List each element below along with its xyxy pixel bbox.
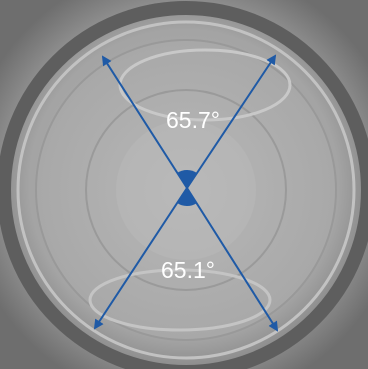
angle-label: 65.1° (161, 257, 215, 283)
angle-label: 65.7° (166, 107, 220, 133)
angle-lines (93, 54, 279, 332)
